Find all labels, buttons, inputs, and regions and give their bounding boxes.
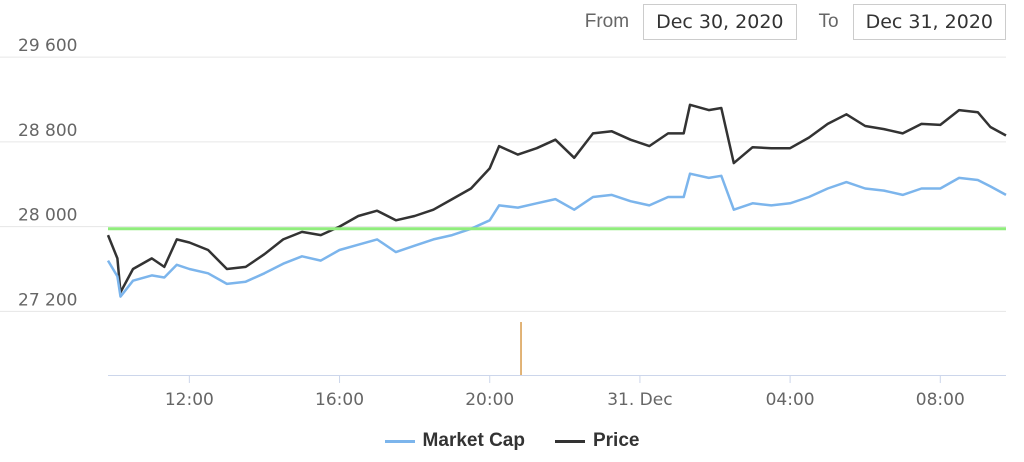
x-tick-label: 20:00 bbox=[465, 390, 514, 410]
market-cap-swatch bbox=[384, 439, 415, 443]
chart-legend: Market Cap Price bbox=[0, 430, 1024, 452]
y-tick-label: 28 800 bbox=[18, 121, 77, 141]
y-tick-label: 28 000 bbox=[18, 206, 77, 226]
x-tick-label: 08:00 bbox=[916, 390, 965, 410]
x-tick-label: 04:00 bbox=[766, 390, 815, 410]
legend-label-market-cap: Market Cap bbox=[422, 430, 525, 451]
legend-item-price[interactable]: Price bbox=[554, 430, 640, 452]
x-tick-label: 16:00 bbox=[315, 390, 364, 410]
y-tick-label: 29 600 bbox=[18, 36, 77, 56]
legend-label-price: Price bbox=[592, 430, 640, 451]
from-date-input[interactable]: Dec 30, 2020 bbox=[643, 4, 797, 40]
price-swatch bbox=[554, 439, 585, 443]
legend-item-market-cap[interactable]: Market Cap bbox=[384, 430, 525, 452]
market-cap-series-line bbox=[106, 172, 1007, 298]
price-series-line bbox=[106, 103, 1007, 294]
from-label: From bbox=[584, 11, 630, 32]
date-range-selector: From Dec 30, 2020 To Dec 31, 2020 bbox=[585, 4, 1006, 40]
price-chart[interactable]: 27 200 28 000 28 800 29 600 12:00 16:00 20:00 3… bbox=[0, 0, 1024, 425]
to-label: To bbox=[818, 11, 839, 32]
x-tick-label: 31. Dec bbox=[607, 390, 672, 410]
to-date-input[interactable]: Dec 31, 2020 bbox=[852, 4, 1006, 40]
x-tick-label: 12:00 bbox=[165, 390, 214, 410]
y-tick-label: 27 200 bbox=[18, 290, 77, 310]
